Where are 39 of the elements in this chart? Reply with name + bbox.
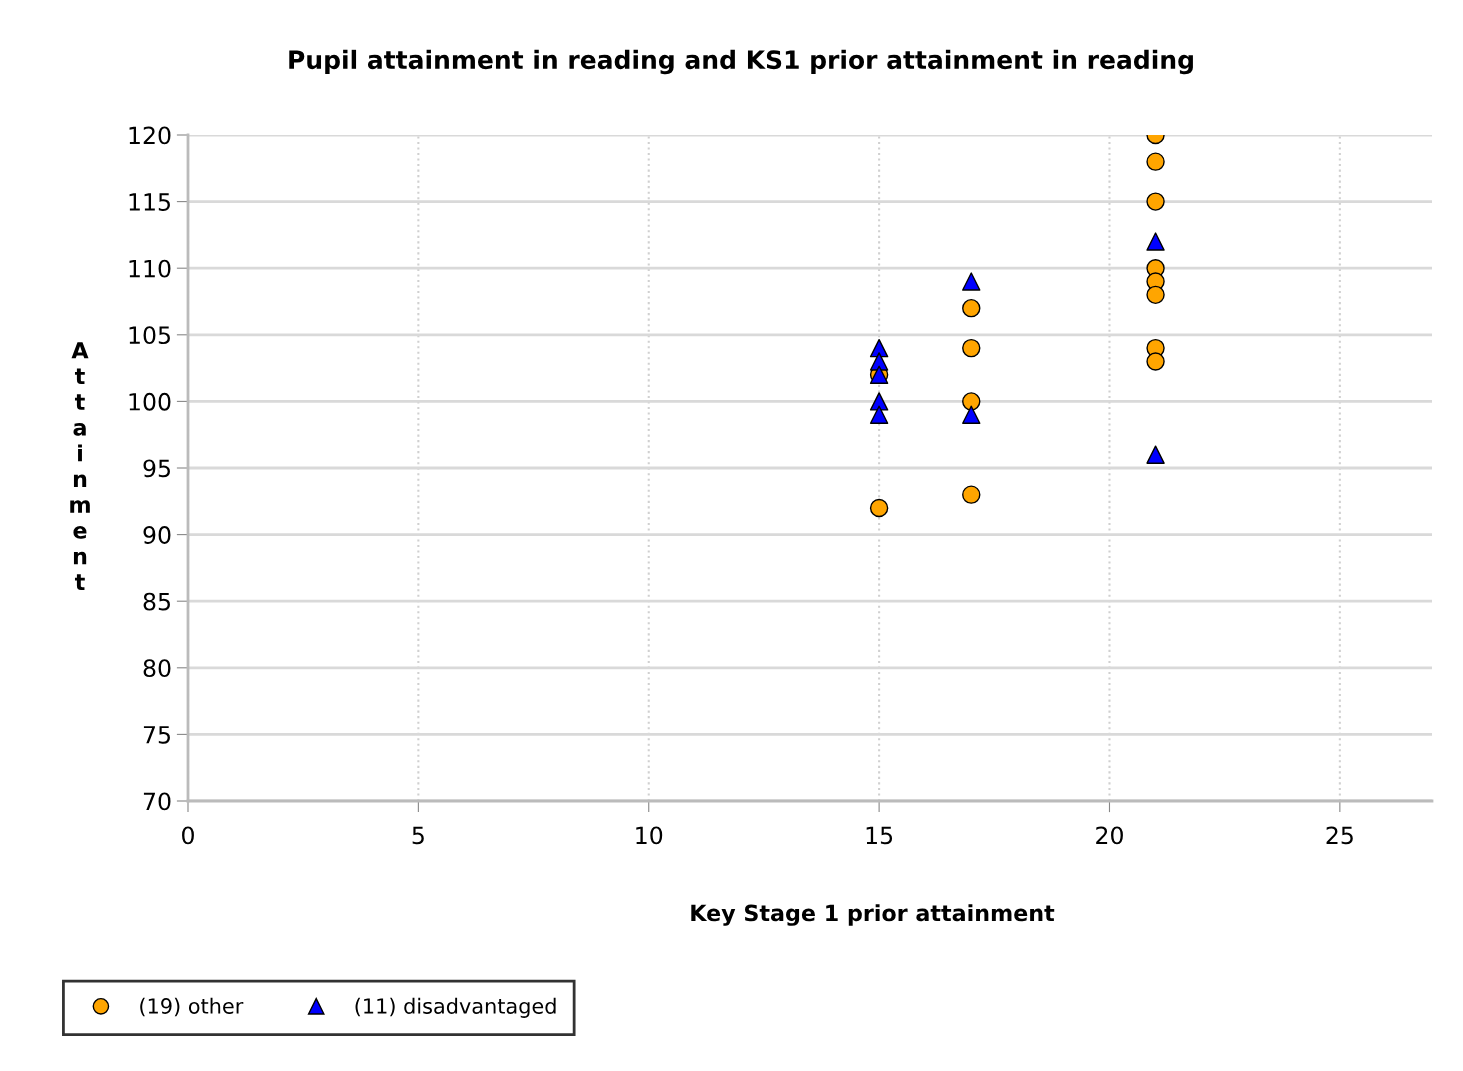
point	[962, 298, 981, 318]
y-tick-label: 115	[129, 193, 170, 211]
point	[869, 498, 889, 518]
legend-label: (11) disadvantaged	[355, 997, 556, 1018]
x-tick-label: 5	[412, 826, 424, 845]
x-tick-label: 20	[1096, 826, 1123, 845]
point	[1146, 445, 1165, 464]
y-tick-label: 120	[129, 126, 171, 145]
y-tick-label: 85	[143, 592, 170, 611]
point	[869, 392, 889, 411]
point	[1146, 352, 1165, 371]
point	[1146, 192, 1165, 211]
chart-title: Pupil attainment in reading and KS1 prior attainment in reading	[289, 49, 1193, 75]
x-tick-label: 25	[1326, 826, 1353, 845]
y-tick-label: 80	[143, 659, 171, 678]
x-tick-label: 10	[636, 826, 663, 845]
y-tick-label: 75	[143, 726, 170, 744]
point	[962, 272, 981, 291]
y-tick-label: 90	[143, 526, 171, 544]
point	[1146, 285, 1165, 305]
point	[1146, 232, 1165, 251]
point	[869, 352, 889, 371]
point	[869, 405, 889, 424]
x-axis-title: Key Stage 1 prior attainment	[691, 904, 1055, 926]
point	[962, 338, 981, 358]
point	[962, 485, 981, 504]
y-tick-label: 100	[129, 392, 171, 411]
y-tick-label: 105	[129, 326, 170, 345]
point	[1146, 152, 1165, 171]
x-tick-label: 0	[182, 826, 194, 845]
y-tick-label: 70	[143, 792, 171, 811]
point	[962, 405, 981, 424]
point	[962, 392, 981, 411]
point	[869, 338, 889, 358]
legend-label: (19) other	[140, 997, 244, 1017]
y-tick-label: 95	[143, 459, 170, 478]
y-tick-label: 110	[129, 259, 171, 278]
text: Attainment	[70, 342, 90, 590]
x-tick-label: 15	[866, 826, 893, 845]
